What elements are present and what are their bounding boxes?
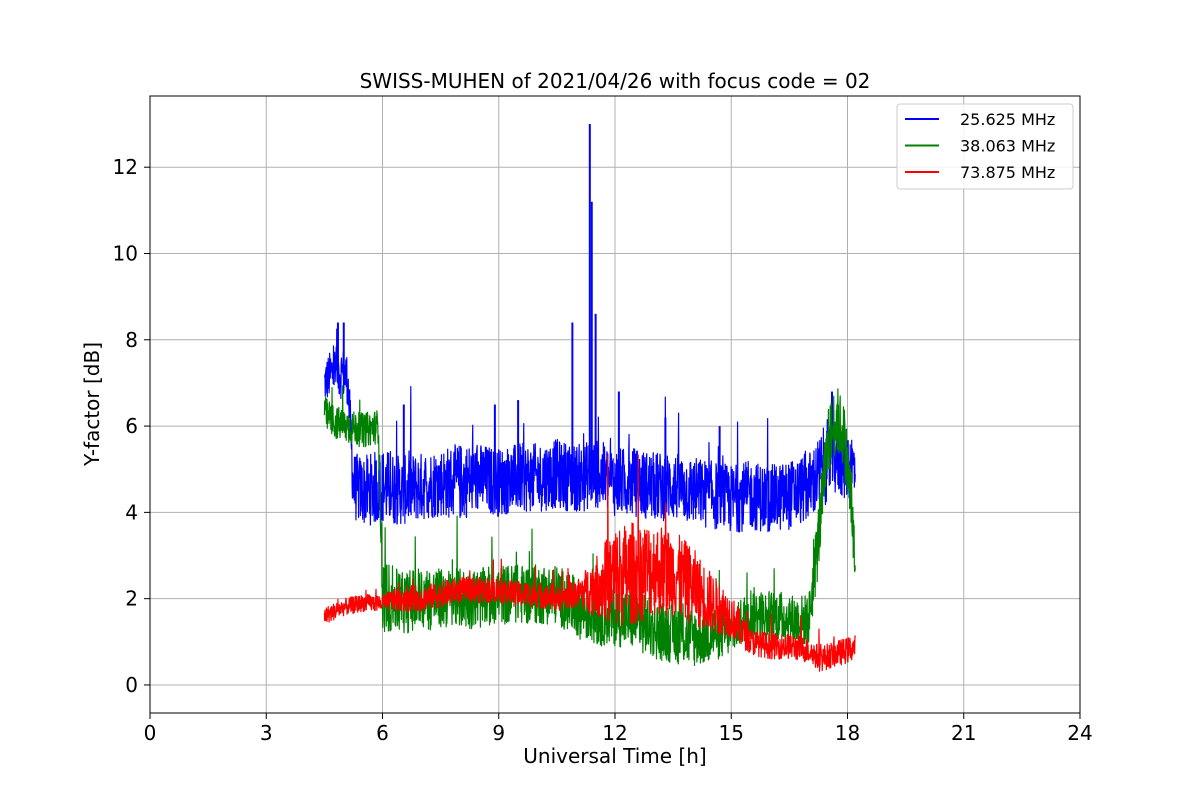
legend: 25.625 MHz 38.063 MHz 73.875 MHz xyxy=(896,103,1074,190)
series-0 xyxy=(323,124,856,533)
x-tick-label: 9 xyxy=(492,721,505,745)
chart-title: SWISS-MUHEN of 2021/04/26 with focus cod… xyxy=(360,69,871,93)
x-tick-label: 18 xyxy=(835,721,860,745)
y-tick-label: 0 xyxy=(125,673,138,697)
legend-label: 25.625 MHz xyxy=(960,110,1055,129)
series-line xyxy=(323,328,856,533)
legend-box xyxy=(896,103,1074,190)
x-tick-label: 0 xyxy=(144,721,157,745)
series-2 xyxy=(323,454,856,672)
x-tick-label: 15 xyxy=(719,721,744,745)
y-axis-label: Y-factor [dB] xyxy=(80,342,104,467)
x-axis-label: Universal Time [h] xyxy=(523,744,706,768)
x-tick-label: 6 xyxy=(376,721,389,745)
y-tick-label: 12 xyxy=(113,155,138,179)
x-tick-label: 24 xyxy=(1067,721,1092,745)
series-line xyxy=(323,454,856,672)
y-tick-label: 8 xyxy=(125,328,138,352)
x-tick-label: 3 xyxy=(260,721,273,745)
x-tick-label: 21 xyxy=(951,721,976,745)
legend-label: 38.063 MHz xyxy=(960,137,1055,156)
legend-label: 73.875 MHz xyxy=(960,163,1055,182)
y-tick-label: 2 xyxy=(125,587,138,611)
y-tick-label: 4 xyxy=(125,500,138,524)
y-tick-label: 10 xyxy=(113,241,138,265)
y-tick-label: 6 xyxy=(125,414,138,438)
plot-area xyxy=(323,124,856,672)
x-tick-label: 12 xyxy=(602,721,627,745)
